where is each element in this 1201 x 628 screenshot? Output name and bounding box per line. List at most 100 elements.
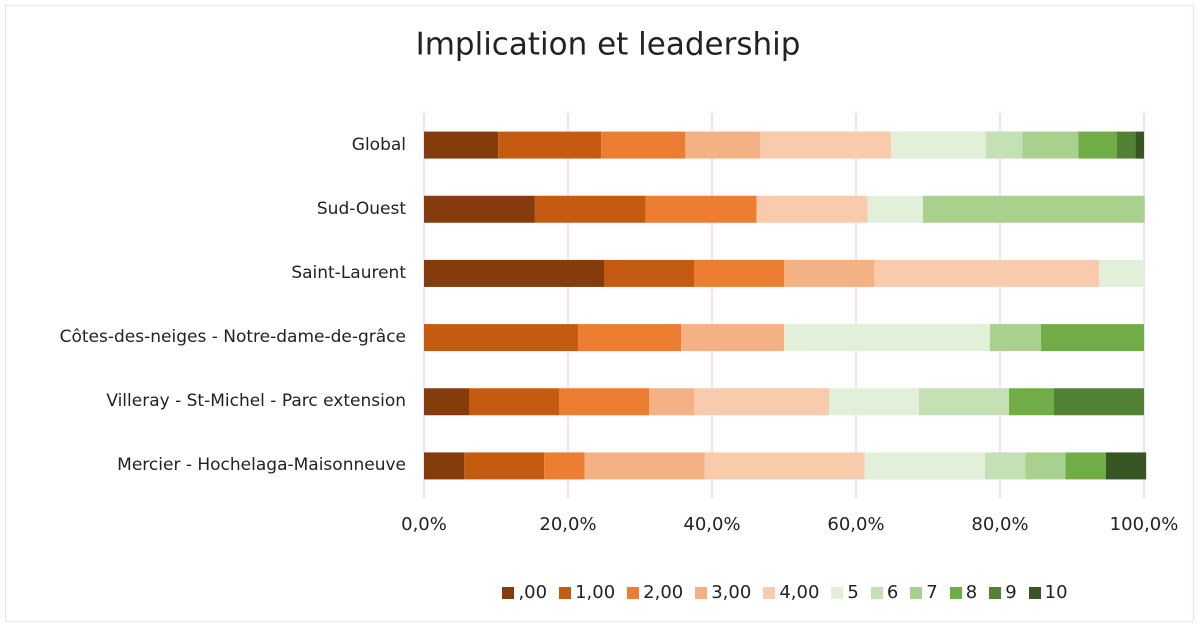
bar-segment (867, 195, 923, 223)
legend: ,00 1,00 2,00 3,00 4,00 5 6 7 8 9 10 (400, 582, 1170, 603)
category-label-text: Mercier - Hochelaga-Maisonneuve (117, 455, 406, 476)
legend-swatch (910, 586, 923, 599)
legend-swatch (763, 586, 776, 599)
bar-segment (534, 195, 646, 223)
bar-segment (559, 388, 649, 416)
bar-segment (704, 452, 865, 480)
bar-segment (424, 452, 465, 480)
legend-label: 10 (1044, 582, 1068, 603)
legend-label: 3,00 (711, 582, 752, 603)
category-label: Côtes-des-neiges - Notre-dame-de-grâce (6, 308, 406, 368)
bar-segment (864, 452, 985, 480)
bar-segment (498, 131, 602, 159)
bar-segment (1065, 452, 1106, 480)
bar-segment (756, 195, 868, 223)
bar-segment (1041, 324, 1144, 352)
bar-segment (984, 452, 1026, 480)
x-tick-label: 40,0% (683, 514, 740, 535)
legend-item: ,00 (502, 582, 547, 603)
bar-segment (424, 131, 499, 159)
bar-segment (601, 131, 686, 159)
legend-label: 9 (1005, 582, 1017, 603)
bar-segment (1078, 131, 1117, 159)
bar-segment (1116, 131, 1136, 159)
legend-swatch (559, 586, 572, 599)
x-tick-label: 80,0% (971, 514, 1028, 535)
bar-segment (1135, 131, 1144, 159)
legend-swatch (695, 586, 708, 599)
legend-item: 5 (831, 582, 859, 603)
bar-segment (1105, 452, 1147, 480)
legend-item: 6 (870, 582, 899, 603)
x-tick-label: 60,0% (827, 514, 884, 535)
category-label-text: Global (351, 134, 406, 155)
legend-swatch (831, 586, 844, 599)
x-tick-label: 100,0% (1110, 514, 1179, 535)
bar-segment (760, 131, 892, 159)
bar-segment (685, 131, 761, 159)
bar-segment (578, 324, 682, 352)
x-tick-label: 20,0% (539, 514, 596, 535)
bar-segment (694, 259, 784, 287)
bar-segment (1009, 388, 1054, 416)
bar-segment (1025, 452, 1066, 480)
x-tick-label: 0,0% (401, 514, 447, 535)
legend-item: 1,00 (559, 582, 615, 603)
category-label-text: Villeray - St-Michel - Parc extension (106, 391, 406, 412)
category-label-text: Sud-Ouest (316, 198, 406, 219)
bar-segment (919, 388, 1009, 416)
legend-item: 8 (949, 582, 977, 603)
chart-frame (5, 5, 1194, 622)
bar-segment (584, 452, 705, 480)
chart-title: Implication et leadership (416, 27, 801, 63)
category-label: Sud-Ouest (6, 179, 406, 239)
legend-item: 4,00 (763, 582, 819, 603)
legend-label: 1,00 (575, 582, 616, 603)
legend-swatch (1028, 586, 1041, 599)
legend-label: 2,00 (643, 582, 684, 603)
legend-item: 3,00 (695, 582, 751, 603)
bar-segment (604, 259, 694, 287)
bar-segment (645, 195, 757, 223)
bar-segment (681, 324, 784, 352)
category-label: Villeray - St-Michel - Parc extension (6, 372, 406, 432)
category-label-text: Saint-Laurent (291, 262, 406, 283)
bar-segment (544, 452, 585, 480)
category-label: Global (6, 115, 406, 175)
category-label-text: Côtes-des-neiges - Notre-dame-de-grâce (59, 327, 406, 348)
bar-segment (989, 324, 1042, 352)
bar-segment (985, 131, 1023, 159)
legend-item: 9 (989, 582, 1017, 603)
bar-segment (1054, 388, 1144, 416)
bar-segment (424, 324, 579, 352)
legend-item: 7 (910, 582, 938, 603)
legend-label: 5 (847, 582, 859, 603)
legend-label: 4,00 (779, 582, 820, 603)
bar-segment (784, 259, 874, 287)
bar-segment (464, 452, 545, 480)
legend-item: 2,00 (627, 582, 683, 603)
bar-segment (1022, 131, 1079, 159)
bar-segment (469, 388, 559, 416)
legend-item: 10 (1028, 582, 1068, 603)
bar-segment (922, 195, 1145, 223)
legend-label: ,00 (518, 582, 548, 603)
bar-segment (1099, 259, 1144, 287)
bar-segment (649, 388, 694, 416)
bar-segment (424, 195, 535, 223)
legend-swatch (870, 586, 883, 599)
legend-swatch (627, 586, 640, 599)
bar-segment (424, 259, 604, 287)
legend-swatch (989, 586, 1002, 599)
legend-swatch (949, 586, 962, 599)
legend-label: 6 (886, 582, 899, 603)
bar-segment (424, 388, 469, 416)
category-label: Mercier - Hochelaga-Maisonneuve (6, 436, 406, 496)
legend-label: 7 (926, 582, 938, 603)
bar-segment (694, 388, 829, 416)
bar-segment (891, 131, 986, 159)
bar-segment (784, 324, 990, 352)
bar-segment (874, 259, 1099, 287)
